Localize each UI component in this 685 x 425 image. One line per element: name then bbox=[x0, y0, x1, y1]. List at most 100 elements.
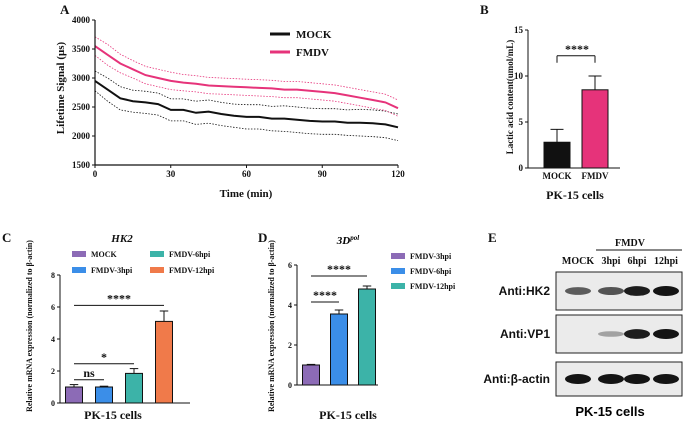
legend-label: FMDV-6hpi bbox=[169, 250, 211, 259]
blot-lane-label: 3hpi bbox=[602, 256, 621, 267]
series-fmdv-upper-band bbox=[94, 36, 399, 101]
blot-band bbox=[653, 286, 679, 296]
panel-b-ylabel: Lactic acid content(umol/mL) bbox=[505, 40, 515, 154]
panel-d-plot: 0 2 4 6 **** **** bbox=[288, 261, 378, 390]
panel-d-label: D bbox=[258, 230, 267, 245]
series-mock-lower-band bbox=[94, 90, 399, 141]
panel-d-ylabel-text: Relative mRNA expression (normalized to … bbox=[267, 240, 276, 412]
x-tick-label: 90 bbox=[318, 169, 328, 179]
series-fmdv-lower-band bbox=[94, 55, 399, 117]
sig-4star-b-label: **** bbox=[327, 262, 351, 276]
blot-lane-labels: MOCK 3hpi 6hpi 12hpi bbox=[562, 256, 678, 267]
sig-label: **** bbox=[565, 42, 589, 56]
legend-label: FMDV-12hpi bbox=[169, 266, 215, 275]
y-tick-label: 8 bbox=[51, 271, 55, 280]
y-tick-label: 15 bbox=[514, 25, 524, 35]
y-tick-label: 0 bbox=[519, 163, 524, 173]
bar-fmdv-3hpi bbox=[95, 386, 113, 404]
y-tick-label: 0 bbox=[288, 381, 292, 390]
blot-band bbox=[624, 374, 650, 384]
blot-band bbox=[624, 329, 650, 339]
legend-label: FMDV-12hpi bbox=[410, 282, 456, 291]
panel-a-legend: MOCK FMDV bbox=[270, 29, 332, 59]
legend-swatch bbox=[150, 267, 164, 273]
blot-band bbox=[653, 374, 679, 384]
panel-b-label: B bbox=[480, 2, 489, 17]
legend-swatch bbox=[391, 253, 405, 259]
panel-a-series bbox=[94, 36, 399, 141]
legend-fmdv-label: FMDV bbox=[296, 47, 329, 59]
panel-e-label: E bbox=[488, 230, 497, 245]
panel-a: A 0 30 60 90 120 1500 2000 2500 3000 3500 4000 Tim… bbox=[55, 2, 405, 200]
y-tick-label: 2000 bbox=[72, 131, 91, 141]
x-tick-label: 0 bbox=[93, 169, 98, 179]
x-category-label: FMDV bbox=[582, 171, 609, 181]
y-tick-label: 5 bbox=[519, 117, 524, 127]
blot-group-label: FMDV bbox=[615, 238, 646, 249]
bar-fmdv-3hpi bbox=[302, 364, 320, 386]
panel-c-xlabel: PK-15 cells bbox=[84, 408, 142, 422]
legend-label: FMDV-6hpi bbox=[410, 267, 452, 276]
panel-d-legend: FMDV-3hpi FMDV-6hpi FMDV-12hpi bbox=[391, 252, 456, 291]
panel-c-title: HK2 bbox=[110, 233, 133, 245]
panel-e: E FMDV MOCK 3hpi 6hpi 12hpi Anti:HK2 Anti:VP… bbox=[483, 230, 683, 419]
x-category-label: MOCK bbox=[543, 171, 572, 181]
blot-band bbox=[598, 287, 624, 295]
legend-label: MOCK bbox=[91, 250, 118, 259]
blot-band bbox=[565, 287, 591, 295]
blot-lane-label: 6hpi bbox=[628, 256, 647, 267]
legend-label: FMDV-3hpi bbox=[91, 266, 133, 275]
panel-a-axes: 0 30 60 90 120 1500 2000 2500 3000 3500 4000 bbox=[72, 15, 405, 179]
panel-d-xlabel: PK-15 cells bbox=[319, 408, 377, 422]
bar-mock bbox=[65, 386, 83, 404]
y-tick-label: 4 bbox=[51, 335, 55, 344]
y-tick-label: 10 bbox=[514, 71, 524, 81]
panel-c-label: C bbox=[2, 230, 11, 245]
panel-b-xlabel: PK-15 cells bbox=[546, 188, 604, 202]
blot-lane-label: 12hpi bbox=[654, 256, 678, 267]
legend-mock-label: MOCK bbox=[296, 29, 332, 41]
panel-d-ylabel: Relative mRNA expression (normalized to … bbox=[267, 240, 276, 412]
y-tick-label: 3500 bbox=[72, 44, 91, 54]
panel-d-title: 3Dpol bbox=[336, 234, 359, 247]
blot-band bbox=[624, 286, 650, 296]
x-tick-label: 30 bbox=[166, 169, 176, 179]
panel-c-ylabel-text: Relative mRNA expression (normalized to … bbox=[25, 240, 34, 412]
blot-band bbox=[598, 331, 624, 337]
x-tick-label: 60 bbox=[242, 169, 252, 179]
sig-star-label: * bbox=[101, 350, 107, 364]
panel-c-legend: MOCK FMDV-3hpi FMDV-6hpi FMDV-12hpi bbox=[72, 250, 215, 275]
blot-lane-label: MOCK bbox=[562, 256, 594, 267]
blot-rows: Anti:HK2 Anti:VP1 Anti:β-actin bbox=[483, 271, 683, 397]
bar-fmdv-6hpi bbox=[125, 372, 143, 404]
legend-swatch bbox=[72, 251, 86, 257]
blot-caption: PK-15 cells bbox=[575, 404, 644, 419]
y-tick-label: 6 bbox=[288, 261, 292, 270]
blot-row-label: Anti:VP1 bbox=[500, 327, 550, 341]
panel-c-ylabel: Relative mRNA expression (normalized to … bbox=[25, 240, 34, 412]
y-tick-label: 2 bbox=[288, 341, 292, 350]
legend-label: FMDV-3hpi bbox=[410, 252, 452, 261]
blot-row-label: Anti:HK2 bbox=[499, 284, 551, 298]
blot-row-label: Anti:β-actin bbox=[483, 372, 550, 386]
series-mock-line bbox=[94, 80, 399, 129]
bar-fmdv-6hpi bbox=[330, 313, 348, 386]
panel-a-ylabel: Lifetime Signal (μs) bbox=[55, 41, 67, 134]
legend-swatch bbox=[391, 283, 405, 289]
panel-b-plot: 0 5 10 15 MOCK FMDV **** bbox=[514, 25, 620, 181]
series-mock-upper-band bbox=[94, 70, 399, 115]
sig-4star-a-label: **** bbox=[313, 288, 337, 302]
y-tick-label: 6 bbox=[51, 303, 55, 312]
bar-mock bbox=[543, 141, 571, 169]
legend-swatch bbox=[391, 268, 405, 274]
y-tick-label: 3000 bbox=[72, 73, 91, 83]
y-tick-label: 1500 bbox=[72, 160, 91, 170]
legend-swatch bbox=[72, 267, 86, 273]
blot-band bbox=[598, 374, 624, 384]
panel-b: B 0 5 10 15 MOCK FMDV **** PK-15 cells Lactic … bbox=[480, 2, 620, 202]
y-tick-label: 0 bbox=[51, 399, 55, 408]
panel-a-label: A bbox=[60, 2, 70, 17]
